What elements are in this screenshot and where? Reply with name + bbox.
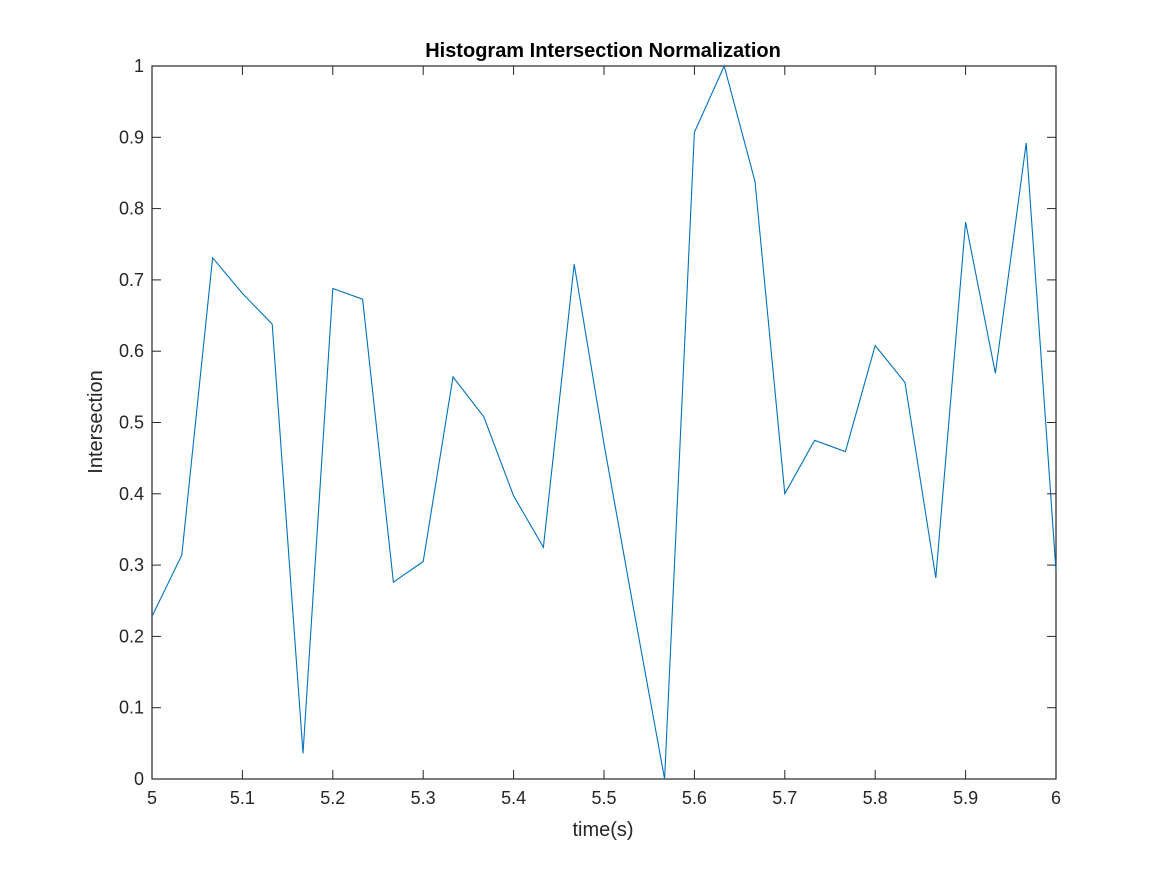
axes-box — [151, 65, 1057, 780]
y-tick-label: 0.2 — [119, 626, 144, 646]
y-axis: 0 0.1 0.2 0.3 0.4 0.5 0.6 0.7 0.8 0.9 1 — [119, 56, 1056, 789]
x-tick-label: 5.9 — [953, 788, 978, 808]
y-tick-label: 0.5 — [119, 413, 144, 433]
x-axis-title: time(s) — [572, 819, 633, 841]
x-tick-label: 5.3 — [411, 788, 436, 808]
x-tick-label: 5.7 — [772, 788, 797, 808]
x-tick-label: 5.4 — [501, 788, 526, 808]
plot-area — [151, 64, 1057, 780]
y-tick-label: 0.8 — [119, 199, 144, 219]
y-tick-label: 1 — [134, 56, 144, 76]
x-tick-label: 5.1 — [230, 788, 255, 808]
x-tick-label: 5.6 — [682, 788, 707, 808]
y-tick-label: 0.4 — [119, 484, 144, 504]
series-line — [151, 64, 1057, 780]
x-tick-label: 5 — [147, 788, 157, 808]
y-tick-label: 0.3 — [119, 555, 144, 575]
y-tick-label: 0.9 — [119, 127, 144, 147]
y-axis-title: Intersection — [85, 370, 107, 473]
x-tick-label: 5.2 — [320, 788, 345, 808]
y-tick-label: 0 — [134, 769, 144, 789]
x-axis: 5 5.1 5.2 5.3 5.4 5.5 5.6 5.7 5.8 5.9 6 — [147, 66, 1061, 808]
x-tick-label: 5.8 — [863, 788, 888, 808]
y-tick-label: 0.1 — [119, 698, 144, 718]
x-tick-label: 6 — [1051, 788, 1061, 808]
x-tick-label: 5.5 — [591, 788, 616, 808]
chart-title: Histogram Intersection Normalization — [425, 40, 781, 62]
y-tick-label: 0.6 — [119, 341, 144, 361]
y-tick-label: 0.7 — [119, 270, 144, 290]
